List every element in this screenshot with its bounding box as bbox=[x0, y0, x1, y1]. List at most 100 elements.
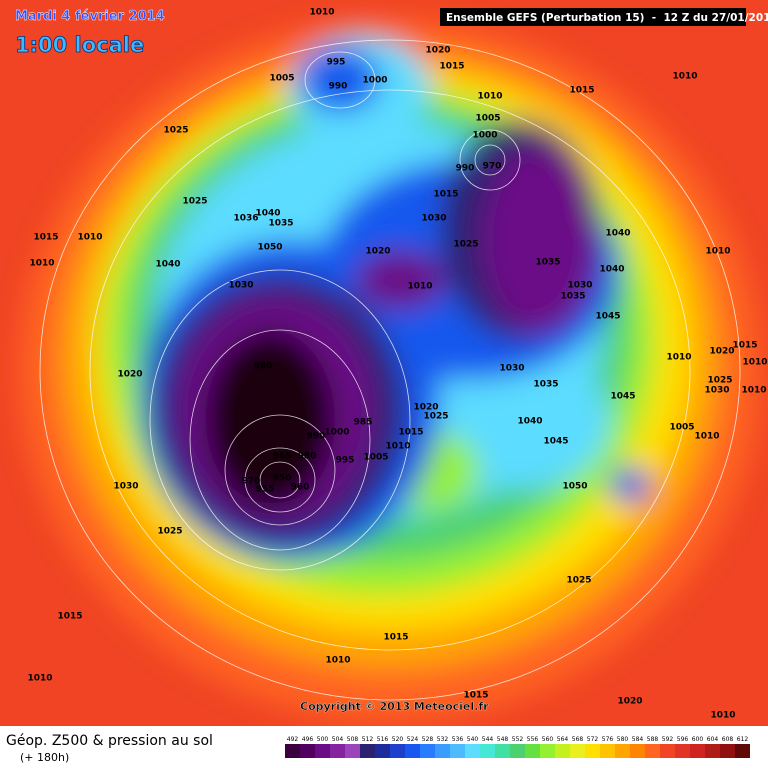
pressure-label: 1005 bbox=[475, 114, 500, 124]
scale-swatch bbox=[630, 744, 645, 758]
pressure-label: 1015 bbox=[398, 428, 423, 438]
pressure-label: 1050 bbox=[257, 243, 282, 253]
pressure-label: 990 bbox=[456, 164, 475, 174]
pressure-label: 1025 bbox=[566, 576, 591, 586]
scale-label: 552 bbox=[512, 736, 524, 743]
scale-label: 492 bbox=[287, 736, 299, 743]
scale-label: 584 bbox=[632, 736, 644, 743]
pressure-label: 1010 bbox=[325, 656, 350, 666]
pressure-label: 1005 bbox=[669, 423, 694, 433]
date: Mardi 4 février 2014 bbox=[15, 9, 165, 24]
pressure-label: 1020 bbox=[425, 46, 450, 56]
pressure-label: 1010 bbox=[710, 711, 735, 721]
pressure-label: 995 bbox=[327, 58, 346, 68]
scale-swatch bbox=[555, 744, 570, 758]
scale-label: 500 bbox=[317, 736, 329, 743]
pressure-label: 1030 bbox=[421, 214, 446, 224]
scale-label: 536 bbox=[452, 736, 464, 743]
scale-label: 608 bbox=[722, 736, 734, 743]
pressure-label: 1010 bbox=[742, 358, 767, 368]
scale-swatch bbox=[660, 744, 675, 758]
pressure-label: 970 bbox=[242, 477, 261, 487]
run: Ensemble GEFS (Perturbation 15) - 12 Z d… bbox=[446, 12, 768, 24]
scale-swatch bbox=[735, 744, 750, 758]
scale-label: 580 bbox=[617, 736, 629, 743]
scale-label: 496 bbox=[302, 736, 314, 743]
pressure-label: 1030 bbox=[113, 482, 138, 492]
scale-swatch bbox=[360, 744, 375, 758]
scale-swatch bbox=[495, 744, 510, 758]
pressure-label: 1050 bbox=[562, 482, 587, 492]
scale-label: 524 bbox=[407, 736, 419, 743]
pressure-label: 1025 bbox=[707, 376, 732, 386]
pressure-label: 1020 bbox=[709, 347, 734, 357]
scale-label: 516 bbox=[377, 736, 389, 743]
pressure-label: 1025 bbox=[157, 527, 182, 537]
scale-swatch bbox=[540, 744, 555, 758]
pressure-label: 950 bbox=[273, 474, 292, 484]
pressure-label: 1010 bbox=[705, 247, 730, 257]
pressure-label: 1035 bbox=[560, 292, 585, 302]
pressure-label: 1045 bbox=[543, 437, 568, 447]
pressure-label: 1015 bbox=[569, 86, 594, 96]
scale-label: 548 bbox=[497, 736, 509, 743]
scale-swatch bbox=[315, 744, 330, 758]
pressure-label: 1020 bbox=[617, 697, 642, 707]
pressure-label: 1030 bbox=[228, 281, 253, 291]
pressure-label: 1010 bbox=[672, 72, 697, 82]
scale-label: 588 bbox=[647, 736, 659, 743]
pressure-label: 1036 bbox=[233, 214, 258, 224]
scale-swatch bbox=[435, 744, 450, 758]
scale-label: 564 bbox=[557, 736, 569, 743]
scale-swatch bbox=[690, 744, 705, 758]
pressure-label: 990 bbox=[307, 432, 326, 442]
pressure-label: 995 bbox=[336, 456, 355, 466]
scale-label: 504 bbox=[332, 736, 344, 743]
pressure-label: 1025 bbox=[163, 126, 188, 136]
pressure-label: 1025 bbox=[182, 197, 207, 207]
scale-swatch bbox=[450, 744, 465, 758]
pressure-label: 1000 bbox=[324, 428, 349, 438]
scale-label: 612 bbox=[737, 736, 749, 743]
pressure-label: 1025 bbox=[453, 240, 478, 250]
pressure-label: 1010 bbox=[27, 674, 52, 684]
pressure-label: 1045 bbox=[595, 312, 620, 322]
pressure-label: 1040 bbox=[255, 209, 280, 219]
pressure-label: 985 bbox=[354, 418, 373, 428]
pressure-label: 970 bbox=[483, 162, 502, 172]
time: 1:00 locale bbox=[15, 33, 144, 57]
pressure-label: 1030 bbox=[704, 386, 729, 396]
pressure-label: 1030 bbox=[567, 281, 592, 291]
pressure-label: 1010 bbox=[741, 386, 766, 396]
scale-swatch bbox=[510, 744, 525, 758]
pressure-label: 1020 bbox=[365, 247, 390, 257]
pressure-label: 1035 bbox=[535, 258, 560, 268]
pressure-label: 1040 bbox=[605, 229, 630, 239]
scale-swatch bbox=[585, 744, 600, 758]
field bbox=[0, 0, 768, 726]
pressure-label: 980 bbox=[298, 452, 317, 462]
pressure-label: 1015 bbox=[433, 190, 458, 200]
footer-lead: (+ 180h) bbox=[20, 751, 69, 764]
scale-swatch bbox=[570, 744, 585, 758]
scale-label: 600 bbox=[692, 736, 704, 743]
pressure-label: 1015 bbox=[33, 233, 58, 243]
scale-label: 572 bbox=[587, 736, 599, 743]
scale-swatch bbox=[480, 744, 495, 758]
pressure-label: 965 bbox=[273, 452, 292, 462]
scale-swatch bbox=[645, 744, 660, 758]
scale-swatch bbox=[705, 744, 720, 758]
scale-label: 604 bbox=[707, 736, 719, 743]
pressure-label: 955 bbox=[256, 485, 275, 495]
run-box bbox=[440, 8, 746, 26]
pressure-label: 1000 bbox=[472, 131, 497, 141]
pressure-label: 1030 bbox=[499, 364, 524, 374]
pressure-label: 1040 bbox=[599, 265, 624, 275]
pressure-label: 1015 bbox=[463, 691, 488, 701]
pressure-label: 1010 bbox=[29, 259, 54, 269]
scale-label: 528 bbox=[422, 736, 434, 743]
scale-label: 540 bbox=[467, 736, 479, 743]
